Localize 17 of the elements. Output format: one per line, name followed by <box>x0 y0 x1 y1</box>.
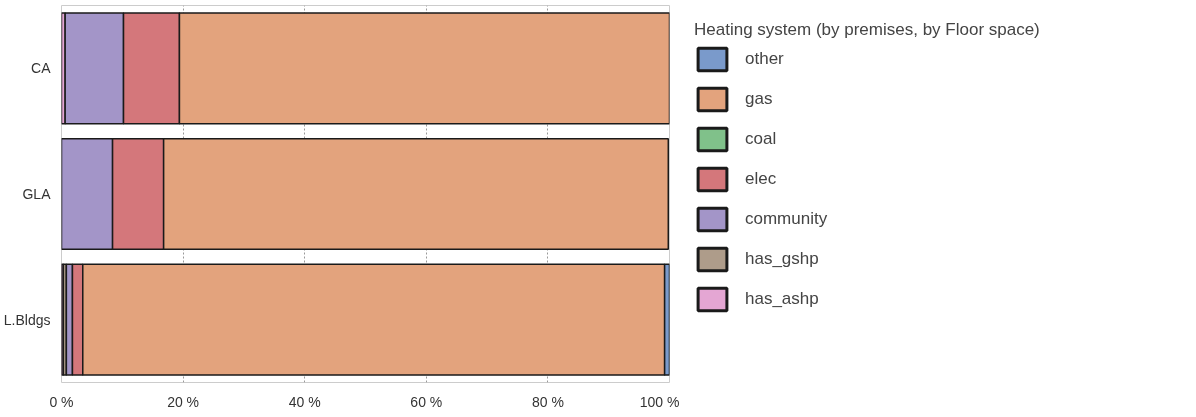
legend-label: elec <box>745 169 777 189</box>
x-tick-label: 60 % <box>410 393 443 410</box>
legend-label: has_gshp <box>745 249 819 269</box>
legend-label: coal <box>745 129 777 149</box>
x-tick-label: 100 % <box>639 393 680 410</box>
y-tick-label: CA <box>31 60 52 77</box>
legend-label: has_ashp <box>745 289 819 309</box>
legend-label: community <box>745 209 828 229</box>
x-tick-label: 0 % <box>49 393 74 410</box>
y-tick-label: L.Bldgs <box>3 311 51 328</box>
x-tick-label: 80 % <box>531 393 564 410</box>
y-tick-label: GLA <box>22 186 52 202</box>
x-tick-label: 40 % <box>288 393 321 410</box>
legend-label: other <box>745 49 784 69</box>
legend-title: Heating system (by premises, by Floor space) <box>694 20 1040 40</box>
x-tick-label: 20 % <box>167 393 200 410</box>
legend-label: gas <box>745 89 773 109</box>
